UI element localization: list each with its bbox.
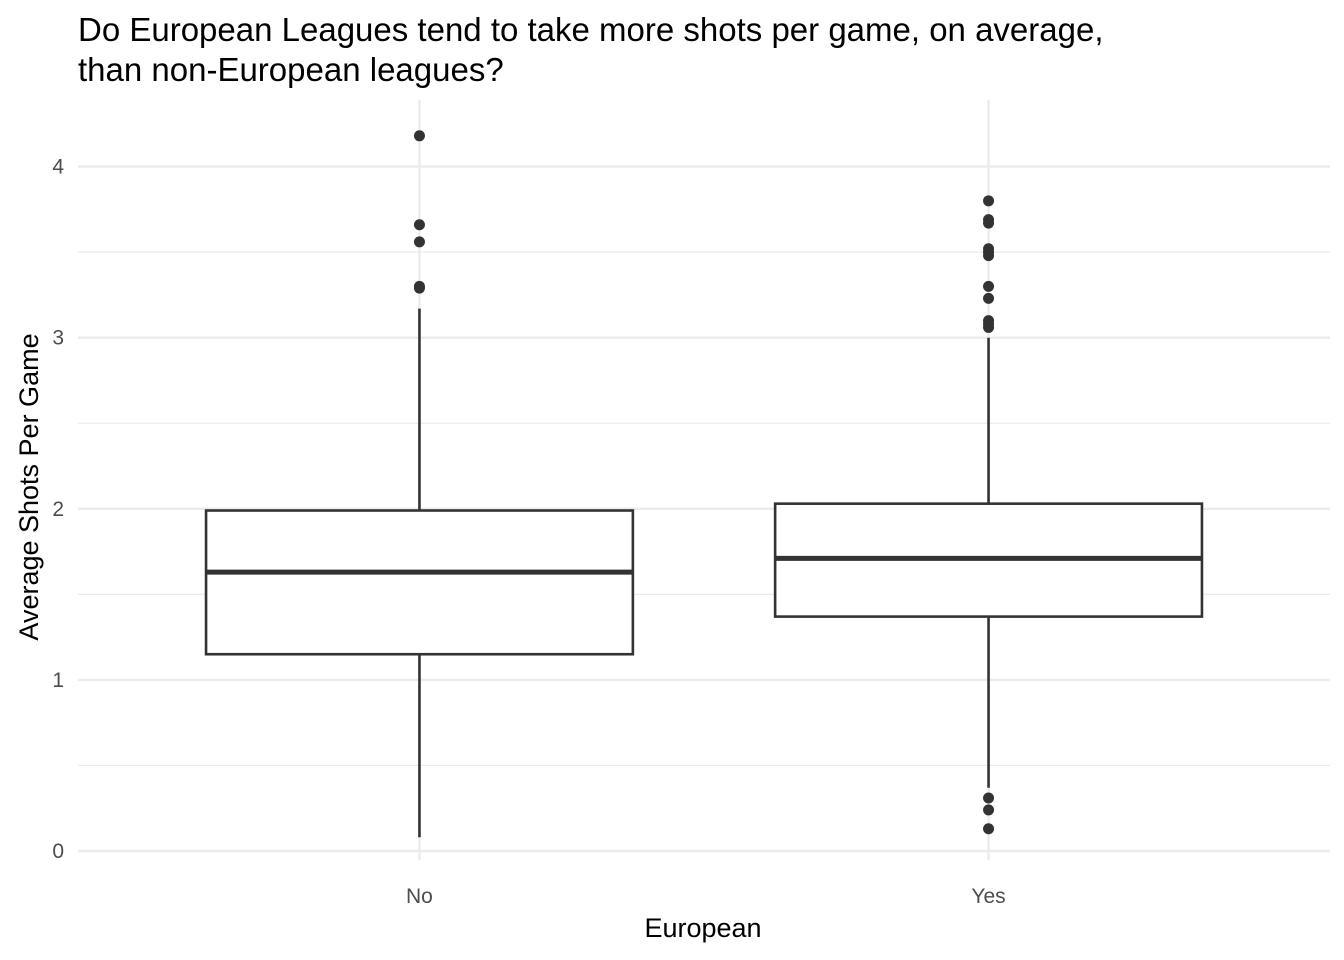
- chart-title: Do European Leagues tend to take more sh…: [78, 10, 1318, 90]
- box-group-yes: [773, 195, 1204, 835]
- outlier-point: [413, 130, 425, 142]
- x-axis-ticks: No Yes: [406, 885, 1006, 908]
- y-tick-label: 4: [52, 156, 64, 179]
- outlier-point: [983, 792, 995, 804]
- outlier-point: [983, 280, 995, 292]
- x-axis-title: European: [644, 913, 761, 943]
- outlier-point: [983, 195, 995, 207]
- outlier-point: [413, 219, 425, 231]
- boxes-layer: [204, 130, 1204, 838]
- x-tick-label: No: [406, 885, 433, 908]
- outlier-point: [983, 243, 995, 255]
- x-tick-label: Yes: [971, 885, 1005, 908]
- outlier-point: [983, 315, 995, 327]
- outlier-point: [983, 804, 995, 816]
- y-tick-label: 3: [52, 327, 64, 350]
- grid-layer: [78, 100, 1330, 860]
- outlier-point: [983, 292, 995, 304]
- outlier-point: [983, 214, 995, 226]
- y-tick-label: 2: [52, 498, 64, 521]
- box-iqr: [204, 509, 635, 656]
- box-group-no: [204, 130, 635, 838]
- outlier-point: [413, 236, 425, 248]
- y-axis-title: Average Shots Per Game: [14, 333, 44, 640]
- chart-title-line-1: Do European Leagues tend to take more sh…: [78, 11, 1104, 48]
- y-axis-ticks: 0 1 2 3 4: [52, 156, 64, 863]
- y-tick-label: 0: [52, 840, 64, 863]
- chart-title-line-2: than non-European leagues?: [78, 51, 504, 88]
- outlier-point: [983, 823, 995, 835]
- outlier-point: [413, 280, 425, 292]
- y-tick-label: 1: [52, 669, 64, 692]
